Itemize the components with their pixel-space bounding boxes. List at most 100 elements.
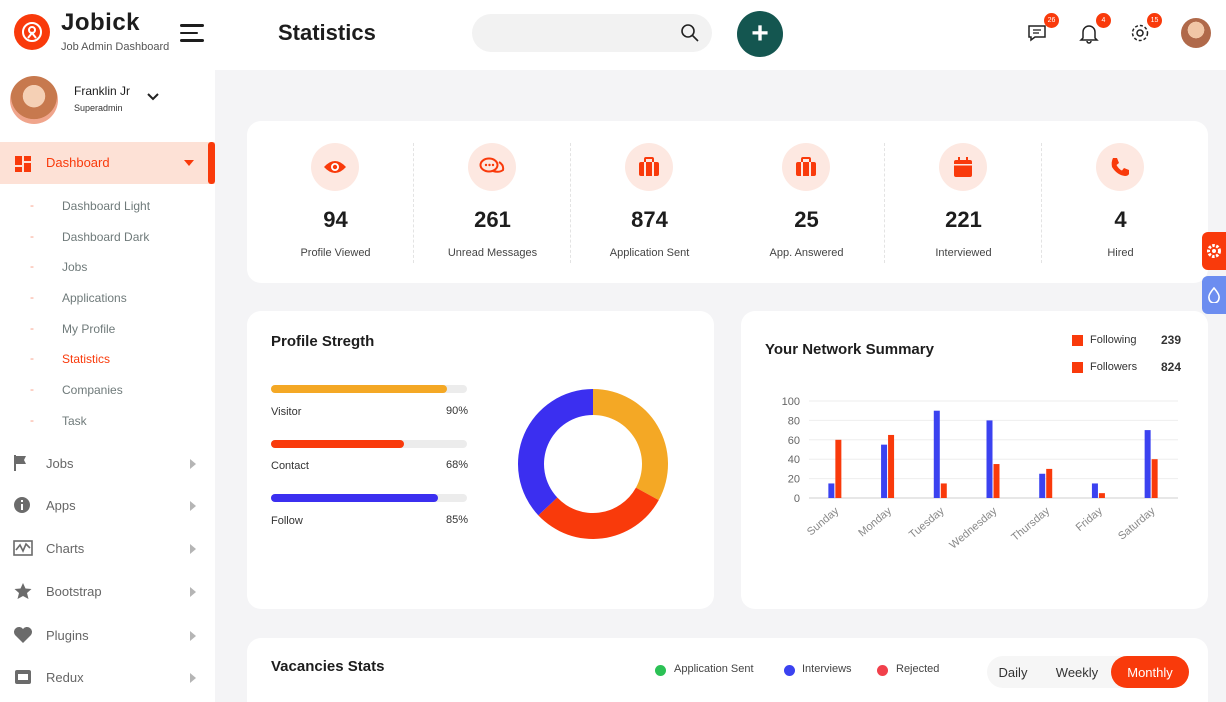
bar-blue-monday[interactable] xyxy=(881,444,888,498)
sidebar-subitem-dashboard-light[interactable]: - Dashboard Light xyxy=(30,198,151,213)
legend-value: 824 xyxy=(1161,360,1182,374)
donut-chart xyxy=(518,389,668,539)
chat-badge: 26 xyxy=(1044,13,1059,28)
bar-blue-saturday[interactable] xyxy=(1144,430,1151,498)
stat-value: 874 xyxy=(631,207,668,232)
progress-bar-follow xyxy=(271,494,467,502)
progress-label: Visitor xyxy=(271,406,302,418)
progress-fill xyxy=(271,385,448,393)
sidebar-item-plugins[interactable]: Plugins xyxy=(0,623,215,649)
sidebar-item-label: Redux xyxy=(46,670,84,685)
gear-badge: 15 xyxy=(1147,13,1162,28)
theme-panel-tab[interactable] xyxy=(1202,276,1226,314)
chevron-right-icon xyxy=(190,673,196,683)
stat-value: 4 xyxy=(1114,207,1127,232)
sidebar-subitem-dashboard-dark[interactable]: - Dashboard Dark xyxy=(30,229,150,244)
bar-blue-sunday[interactable] xyxy=(828,483,835,498)
profile-name: Franklin Jr xyxy=(74,84,131,98)
chevron-right-icon xyxy=(190,459,196,469)
donut-slice-1 xyxy=(538,487,659,539)
bell-icon[interactable]: 4 xyxy=(1078,13,1111,46)
sidebar-subitem-applications[interactable]: - Applications xyxy=(30,290,127,305)
card-icon xyxy=(15,670,31,684)
sidebar-item-bootstrap[interactable]: Bootstrap xyxy=(0,579,215,605)
top-bar: Jobick Job Admin Dashboard Statistics + … xyxy=(0,0,1226,70)
bar-blue-tuesday[interactable] xyxy=(933,410,940,498)
sidebar-item-redux[interactable]: Redux xyxy=(0,665,215,691)
bar-red-thursday[interactable] xyxy=(1046,468,1053,498)
tab-daily[interactable]: Daily xyxy=(998,664,1028,680)
brand-subtitle: Job Admin Dashboard xyxy=(61,41,170,53)
add-button[interactable]: + xyxy=(737,11,783,57)
subitem-label: Jobs xyxy=(62,260,88,274)
subitem-label: Task xyxy=(62,414,87,428)
sidebar-item-label: Dashboard xyxy=(46,155,110,170)
stat-label: Hired xyxy=(1107,247,1134,259)
menu-toggle-icon[interactable] xyxy=(180,24,204,44)
sidebar-subitem-task[interactable]: - Task xyxy=(30,413,87,428)
sidebar-subitem-statistics[interactable]: - Statistics xyxy=(30,351,111,366)
stat-application-sent: 874 Application Sent xyxy=(571,121,728,281)
period-toggle: Daily Weekly Monthly xyxy=(987,656,1189,688)
brand-logo-icon[interactable] xyxy=(14,14,50,50)
bar-red-tuesday[interactable] xyxy=(940,483,947,498)
chat-icon[interactable]: 26 xyxy=(1026,13,1059,46)
legend-label: Interviews xyxy=(802,663,852,675)
bar-red-saturday[interactable] xyxy=(1151,459,1158,498)
progress-label: Follow xyxy=(271,515,303,527)
bar-red-monday[interactable] xyxy=(888,434,895,498)
sidebar-item-dashboard[interactable]: Dashboard xyxy=(0,142,215,184)
progress-fill xyxy=(271,494,438,502)
bar-blue-thursday[interactable] xyxy=(1039,473,1046,498)
stat-label: Application Sent xyxy=(609,247,690,259)
progress-percent: 85% xyxy=(445,514,468,526)
legend-label: Followers xyxy=(1090,361,1138,373)
sidebar-item-label: Jobs xyxy=(46,456,74,471)
search-input[interactable] xyxy=(472,14,712,52)
x-tick-label: Wednesday xyxy=(947,505,999,552)
bar-red-wednesday[interactable] xyxy=(993,464,1000,498)
sidebar-item-apps[interactable]: Apps xyxy=(0,493,215,519)
sidebar-item-label: Plugins xyxy=(46,628,89,643)
vacancies-card: Vacancies Stats Application Sent Intervi… xyxy=(247,638,1208,702)
sidebar-item-jobs[interactable]: Jobs xyxy=(0,451,215,477)
chart-line-icon xyxy=(13,540,33,556)
stat-value: 94 xyxy=(323,207,348,232)
bar-blue-wednesday[interactable] xyxy=(986,420,993,498)
bar-blue-friday[interactable] xyxy=(1091,483,1098,498)
progress-bar-contact xyxy=(271,440,467,448)
tab-monthly[interactable]: Monthly xyxy=(1111,656,1189,688)
gear-icon xyxy=(1207,244,1221,258)
sidebar-subitem-companies[interactable]: - Companies xyxy=(30,382,123,397)
subitem-label: Applications xyxy=(62,291,127,305)
briefcase-icon xyxy=(782,143,830,191)
chevron-down-icon[interactable] xyxy=(146,92,160,102)
chevron-right-icon xyxy=(190,587,196,597)
divider xyxy=(570,143,571,263)
chevron-right-icon xyxy=(190,544,196,554)
progress-fill xyxy=(271,440,405,448)
sidebar-subitem-jobs[interactable]: - Jobs xyxy=(30,259,88,274)
calendar-icon xyxy=(939,143,987,191)
caret-down-icon xyxy=(184,160,194,166)
heart-icon xyxy=(14,627,32,643)
sidebar-item-charts[interactable]: Charts xyxy=(0,536,215,562)
stat-label: App. Answered xyxy=(769,247,844,259)
tab-weekly[interactable]: Weekly xyxy=(1055,664,1099,680)
sidebar-subitem-my-profile[interactable]: - My Profile xyxy=(30,321,116,336)
header-avatar[interactable] xyxy=(1181,18,1211,48)
chevron-right-icon xyxy=(190,631,196,641)
sidebar-item-label: Bootstrap xyxy=(46,584,102,599)
bar-red-friday[interactable] xyxy=(1098,493,1105,498)
stats-card: 94 Profile Viewed 261 Unread Messages 87… xyxy=(247,121,1208,283)
legend-dot xyxy=(655,665,666,676)
flag-icon xyxy=(14,455,26,471)
gear-icon[interactable]: 15 xyxy=(1129,13,1162,46)
bar-red-sunday[interactable] xyxy=(835,439,842,498)
avatar[interactable] xyxy=(10,76,58,124)
settings-panel-tab[interactable] xyxy=(1202,232,1226,270)
search-icon[interactable] xyxy=(680,23,700,43)
divider xyxy=(884,143,885,263)
stat-value: 261 xyxy=(474,207,511,232)
profile-strength-card: Profile Stregth Visitor 90% Contact 68% … xyxy=(247,311,714,609)
